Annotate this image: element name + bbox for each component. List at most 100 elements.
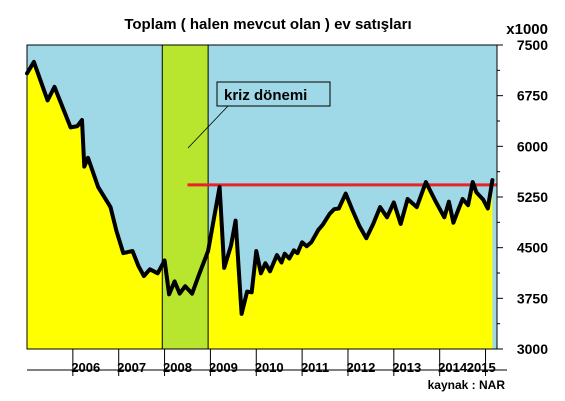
data-point: [268, 270, 272, 273]
data-point: [109, 205, 112, 209]
data-point: [486, 207, 489, 210]
data-point: [337, 207, 340, 210]
data-point: [190, 292, 194, 295]
data-point: [86, 156, 90, 159]
x-tick-label: 2007: [117, 360, 146, 375]
data-point: [240, 312, 243, 316]
data-point: [167, 293, 171, 296]
y-tick-label: 4500: [517, 240, 548, 256]
y-tick-label: 6000: [517, 138, 548, 154]
data-point: [344, 192, 347, 195]
y-tick-label: 6750: [517, 88, 548, 104]
data-point: [372, 222, 375, 226]
data-point: [328, 212, 331, 216]
y-tick-label: 3000: [517, 341, 548, 357]
data-point: [80, 118, 84, 122]
x-tick-label: 2011: [301, 360, 329, 375]
x-tick-label: 2014: [438, 360, 468, 375]
data-point: [122, 251, 125, 255]
data-point: [156, 272, 159, 275]
data-point: [296, 251, 299, 255]
data-point: [206, 249, 210, 253]
crisis-annotation: kriz dönemi: [187, 81, 331, 149]
x-tick-label: 2006: [71, 360, 100, 375]
data-point: [415, 205, 418, 209]
data-point: [163, 259, 166, 262]
data-point: [46, 99, 49, 102]
data-point: [229, 244, 233, 247]
annotation-box: [216, 81, 331, 107]
data-point: [259, 272, 263, 275]
data-point: [115, 229, 118, 232]
data-point: [137, 264, 140, 268]
data-point: [399, 222, 402, 226]
x-axis: 2006 2007 2008 2009 2010 2011 2012 2013 2014 2015: [27, 349, 507, 376]
data-point: [218, 185, 221, 189]
data-point: [452, 221, 455, 224]
data-point: [264, 262, 267, 265]
annotation-label: kriz dönemi: [224, 87, 307, 104]
data-point: [471, 180, 474, 184]
chart-title: Toplam ( halen mevcut olan ) ev satışlar…: [124, 16, 411, 33]
data-point: [250, 291, 253, 294]
data-point: [378, 205, 382, 209]
data-point: [424, 180, 428, 184]
data-point: [305, 245, 308, 248]
data-point: [300, 241, 304, 244]
x-tick-label: 2013: [392, 360, 421, 375]
data-point: [351, 209, 354, 212]
data-point: [406, 197, 409, 201]
data-point: [53, 85, 56, 89]
data-point: [178, 292, 181, 295]
y-tick-label: 5250: [517, 189, 548, 205]
data-point: [365, 237, 368, 240]
data-point: [392, 201, 395, 204]
data-point: [288, 257, 291, 260]
data-point: [275, 253, 279, 257]
data-point: [184, 285, 187, 288]
source-label: kaynak : NAR: [428, 378, 506, 392]
data-point: [461, 197, 464, 201]
data-point: [223, 266, 226, 270]
data-point: [482, 198, 485, 201]
data-point: [443, 216, 446, 219]
data-point: [245, 290, 249, 293]
x-tick-label: 2008: [163, 360, 192, 375]
data-point: [131, 249, 134, 253]
y-tick-label: 7500: [517, 37, 548, 53]
data-point: [333, 208, 336, 211]
data-point: [292, 249, 296, 252]
data-point: [83, 165, 86, 168]
data-point: [385, 216, 389, 219]
x-tick-label: 2009: [209, 360, 238, 375]
data-point: [255, 249, 258, 253]
data-point: [76, 124, 79, 128]
data-point: [310, 241, 313, 244]
x-tick-label: 2015: [467, 360, 496, 375]
data-point: [197, 273, 201, 276]
data-point: [491, 178, 494, 182]
y-tick-label: 3750: [517, 290, 548, 306]
data-point: [32, 60, 36, 64]
data-point: [173, 280, 176, 283]
data-point: [358, 224, 361, 228]
data-point: [456, 209, 460, 212]
data-point: [321, 223, 324, 226]
y-axis: 7500 6750 6000 5250 4500 3750 3000: [497, 37, 548, 357]
data-point: [283, 252, 286, 255]
data-point: [142, 274, 146, 278]
x-tick-label: 2010: [255, 360, 284, 375]
data-point: [96, 185, 100, 189]
data-point: [447, 200, 451, 203]
data-point: [433, 199, 437, 202]
data-point: [69, 126, 72, 129]
crisis-period-band: [161, 44, 209, 350]
data-point: [475, 191, 478, 194]
annotation-leader-line: [187, 105, 229, 149]
unit-label: x1000: [506, 21, 548, 38]
data-point: [317, 228, 320, 232]
data-point: [148, 268, 152, 271]
data-point: [466, 203, 470, 207]
data-point: [234, 219, 237, 222]
